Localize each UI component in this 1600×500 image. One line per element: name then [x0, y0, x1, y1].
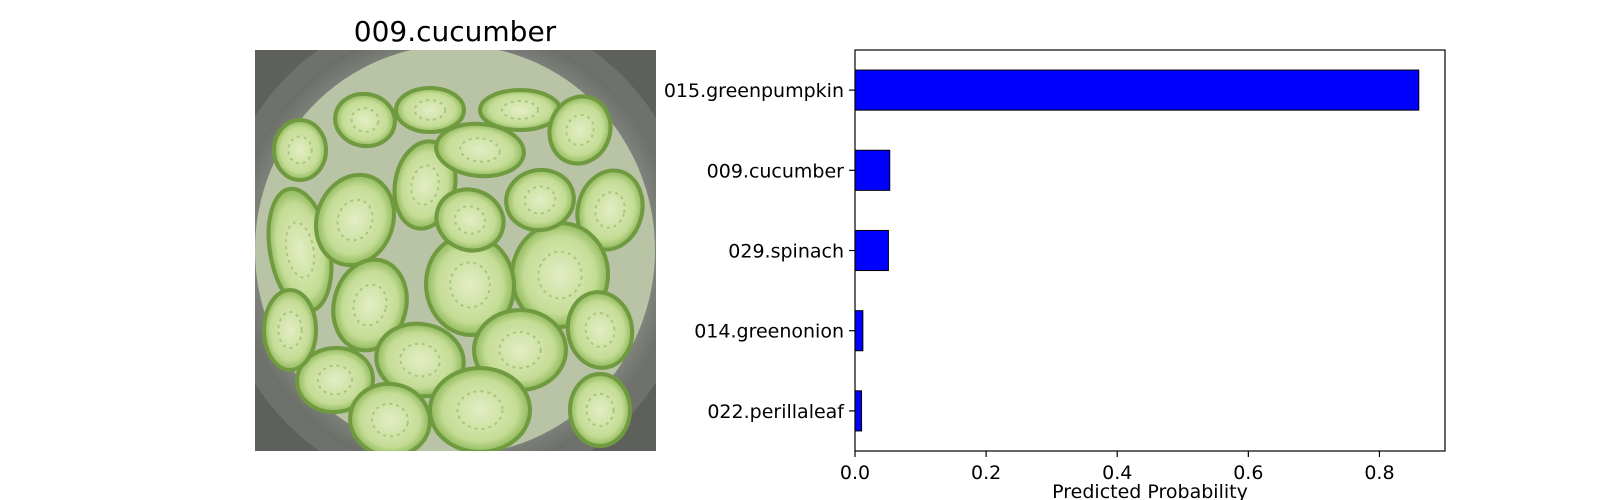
cucumber-seed-ring — [584, 311, 616, 349]
cucumber-slice — [568, 372, 632, 448]
x-tick-label: 0.0 — [840, 462, 870, 484]
bar-014.greenonion — [854, 310, 864, 352]
cucumber-seed-ring — [498, 331, 542, 369]
cucumber-slice — [331, 257, 409, 353]
cucumber-seed-ring — [456, 390, 504, 430]
cucumber-slice — [434, 121, 526, 179]
cucumber-slice — [565, 290, 635, 370]
y-tick-label: 009.cucumber — [707, 160, 845, 182]
y-axis: 015.greenpumpkin 009.cucumber 029.spinach 0… — [664, 80, 855, 423]
cucumber-slice — [272, 118, 328, 182]
cucumber-seed-ring — [410, 164, 440, 206]
y-tick-label: 014.greenonion — [694, 321, 844, 343]
probability-chart: 015.greenpumpkin 009.cucumber 029.spinach 0… — [664, 49, 1446, 500]
bar-015.greenpumpkin — [854, 69, 1420, 111]
x-tick-label: 0.4 — [1102, 462, 1132, 484]
image-title: 009.cucumber — [354, 15, 557, 48]
cucumber-seed-ring — [413, 99, 447, 121]
cucumber-seed-ring — [316, 364, 354, 396]
x-tick-label: 0.8 — [1364, 462, 1394, 484]
cucumber-seed-ring — [350, 107, 380, 133]
cucumber-seed-ring — [399, 342, 441, 378]
x-axis-label: Predicted Probability — [1052, 481, 1248, 500]
cucumber-slice — [394, 86, 466, 134]
cucumber-seed-ring — [449, 261, 491, 309]
cucumber-seed-ring — [287, 135, 313, 165]
cucumber-slice — [262, 288, 318, 372]
cucumber-slice — [313, 172, 397, 268]
cucumber-slice — [428, 366, 532, 451]
cucumber-seed-ring — [336, 198, 374, 242]
cucumber-seed-ring — [594, 191, 626, 229]
cucumber-slice — [295, 345, 375, 415]
x-tick-label: 0.2 — [971, 462, 1001, 484]
cucumber-seed-ring — [523, 185, 557, 215]
cucumber-seed-ring — [453, 205, 487, 235]
cucumber-slice — [333, 91, 397, 149]
cucumber-seed-ring — [371, 402, 409, 438]
cucumber-photo — [255, 50, 656, 451]
y-tick-label: 015.greenpumpkin — [664, 80, 844, 102]
cucumber-slice — [478, 88, 562, 132]
x-tick-label: 0.6 — [1233, 462, 1263, 484]
bar-009.cucumber — [854, 149, 891, 191]
cucumber-slice — [547, 94, 613, 166]
cucumber-seed-ring — [501, 100, 539, 120]
y-tick-label: 029.spinach — [728, 241, 844, 263]
cucumber-seed-ring — [284, 221, 316, 279]
x-axis: 0.0 0.2 0.4 0.6 0.8 — [840, 451, 1395, 484]
cucumber-slice — [348, 381, 432, 451]
cucumber-slice — [504, 167, 576, 233]
cucumber-seed-ring — [537, 250, 583, 300]
cucumber-seed-ring — [585, 392, 615, 428]
y-tick-label: 022.perillaleaf — [707, 401, 845, 423]
bars — [854, 69, 1420, 432]
cucumber-slice — [434, 187, 506, 253]
cucumber-slices — [262, 86, 645, 451]
bar-022.perillaleaf — [854, 390, 863, 432]
bar-029.spinach — [854, 229, 889, 272]
cucumber-seed-ring — [459, 137, 501, 163]
cucumber-seed-ring — [277, 311, 303, 349]
